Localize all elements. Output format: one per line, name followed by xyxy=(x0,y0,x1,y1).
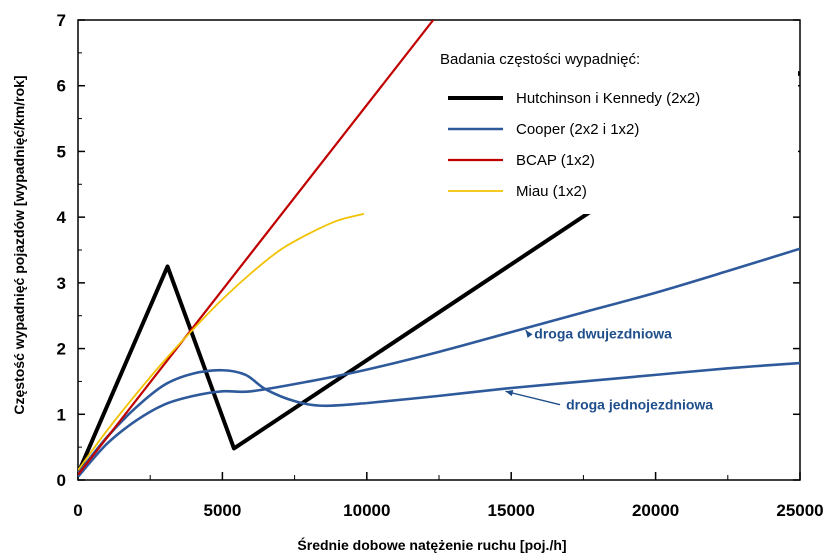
x-axis: 0 5000 10000 15000 20000 25000 xyxy=(73,472,824,520)
x-tick-label: 10000 xyxy=(343,501,390,520)
series-layer xyxy=(78,20,800,478)
x-axis-title: Średnie dobowe natężenie ruchu [poj./h] xyxy=(297,536,566,553)
y-tick-label: 5 xyxy=(57,142,66,161)
legend-title: Badania częstości wypadnięć: xyxy=(440,51,640,68)
x-tick-label: 5000 xyxy=(203,501,241,520)
x-tick-label: 20000 xyxy=(632,501,679,520)
y-tick-label: 3 xyxy=(57,274,66,293)
legend-label: Cooper (2x2 i 1x2) xyxy=(516,121,639,138)
annotation-label: droga jednojezdniowa xyxy=(566,397,713,413)
x-tick-label: 25000 xyxy=(776,501,823,520)
legend-label: Miau (1x2) xyxy=(516,183,587,200)
y-axis-title: Częstość wypadnięć pojazdów [wypadnięć/k… xyxy=(11,75,27,414)
annotations: droga dwujezdniowa droga jednojezdniowa xyxy=(505,326,713,413)
y-axis: 0 1 2 3 4 5 6 7 xyxy=(57,11,800,490)
annotation-label: droga dwujezdniowa xyxy=(534,326,672,342)
series-line-1-continuation xyxy=(366,361,800,405)
annotation-arrowhead xyxy=(525,330,533,338)
series-line-1 xyxy=(78,368,367,475)
x-tick-label: 0 xyxy=(73,501,82,520)
annotation-arrow xyxy=(505,390,561,406)
y-tick-label: 7 xyxy=(57,11,66,30)
legend-label: Hutchinson i Kennedy (2x2) xyxy=(516,90,700,107)
x-tick-label: 15000 xyxy=(488,501,535,520)
series-line-4 xyxy=(78,212,365,471)
y-tick-label: 1 xyxy=(57,405,66,424)
y-tick-label: 2 xyxy=(57,340,66,359)
y-tick-label: 4 xyxy=(57,208,67,227)
y-tick-label: 6 xyxy=(57,77,66,96)
y-tick-label: 0 xyxy=(57,471,66,490)
annotation-arrowhead xyxy=(505,390,514,397)
series-line-3 xyxy=(78,20,435,476)
series-line-0 xyxy=(78,70,800,475)
series-line-2 xyxy=(78,247,800,478)
legend-label: BCAP (1x2) xyxy=(516,152,595,169)
legend: Badania częstości wypadnięć: Hutchinson … xyxy=(432,44,798,214)
